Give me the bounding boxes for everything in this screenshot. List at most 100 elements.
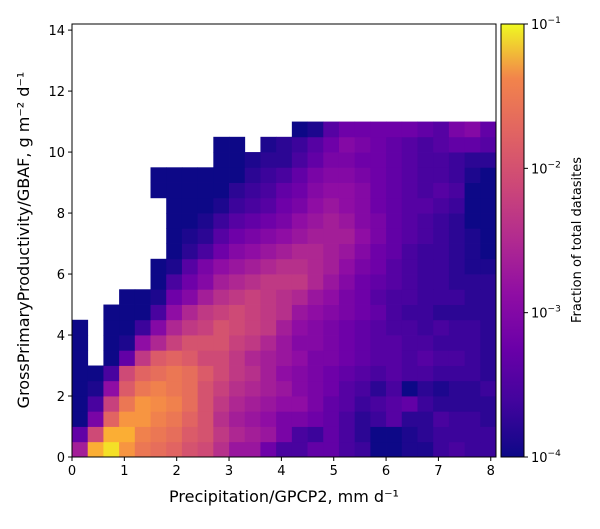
heatmap-cell	[338, 441, 356, 457]
heatmap-cell	[72, 411, 89, 427]
heatmap-cell	[354, 258, 371, 275]
heatmap-cell	[213, 213, 230, 229]
heatmap-cell	[213, 365, 230, 382]
heatmap-cell	[417, 258, 434, 275]
heatmap-cell	[417, 289, 434, 305]
heatmap-cell	[166, 304, 183, 321]
heatmap-cell	[433, 167, 450, 183]
heatmap-cell	[229, 274, 246, 290]
heatmap-cell	[338, 121, 356, 138]
heatmap-cell	[213, 274, 230, 290]
heatmap-cell	[244, 319, 261, 336]
heatmap-cell	[87, 426, 104, 443]
heatmap-cell	[323, 365, 340, 382]
heatmap-cell	[464, 350, 481, 366]
x-axis-ticks: 0 1 2 3 4 5 6 7 8	[68, 457, 495, 479]
heatmap-cell	[401, 228, 418, 244]
heatmap-cell	[166, 228, 183, 244]
heatmap-cell	[448, 197, 465, 214]
heatmap-cell	[276, 335, 293, 351]
heatmap-cell	[323, 350, 340, 366]
heatmap-cell	[229, 335, 246, 351]
heatmap-cell	[370, 365, 387, 382]
heatmap-cell	[307, 152, 324, 168]
heatmap-cell	[464, 365, 481, 382]
heatmap-cell	[464, 289, 481, 305]
heatmap-cell	[276, 380, 293, 397]
y-axis-ticks: 0 2 4 6 8 10 12 14	[48, 24, 72, 466]
heatmap-cell	[323, 197, 340, 214]
heatmap-cell	[229, 350, 246, 366]
heatmap-cell	[448, 411, 465, 427]
heatmap-cell	[401, 411, 418, 427]
heatmap-cell	[480, 121, 496, 138]
heatmap-cell	[323, 441, 340, 457]
heatmap-cell	[401, 380, 418, 397]
heatmap-cell	[166, 167, 183, 183]
heatmap-cell	[291, 365, 308, 382]
heatmap-cell	[323, 167, 340, 183]
x-tick-label: 8	[487, 464, 495, 479]
heatmap-cell	[134, 396, 151, 412]
heatmap-cell	[433, 136, 450, 153]
heatmap-cell	[119, 426, 136, 443]
heatmap-cell	[181, 335, 199, 351]
heatmap-cell	[197, 258, 214, 275]
heatmap-cell	[307, 182, 324, 199]
colorbar-tick-label: 10−2	[531, 160, 561, 177]
heatmap-cell	[401, 396, 418, 412]
heatmap-cell	[276, 365, 293, 382]
heatmap-cell	[150, 411, 167, 427]
colorbar-tick-label: 10−4	[531, 449, 561, 466]
heatmap-cell	[480, 274, 496, 290]
heatmap-cell	[103, 396, 120, 412]
heatmap-cell	[433, 243, 450, 260]
heatmap-cell	[197, 319, 214, 336]
heatmap-cell	[181, 350, 199, 366]
heatmap-cell	[150, 365, 167, 382]
heatmap-cell	[229, 304, 246, 321]
heatmap-cell	[260, 365, 277, 382]
heatmap-cell	[464, 335, 481, 351]
heatmap-cell	[134, 319, 151, 336]
heatmap-cell	[417, 411, 434, 427]
heatmap-cell	[386, 121, 403, 138]
heatmap-cell	[119, 289, 136, 305]
heatmap-cell	[150, 258, 167, 275]
heatmap-cell	[291, 335, 308, 351]
heatmap-cell	[181, 365, 199, 382]
heatmap-cell	[307, 136, 324, 153]
heatmap-cell	[119, 319, 136, 336]
heatmap-cell	[386, 396, 403, 412]
heatmap-cell	[213, 289, 230, 305]
heatmap-cell	[181, 319, 199, 336]
heatmap-cell	[464, 213, 481, 229]
heatmap-cell	[150, 441, 167, 457]
heatmap-cell	[370, 167, 387, 183]
heatmap-cell	[181, 304, 199, 321]
heatmap-cell	[260, 243, 277, 260]
heatmap-cell	[307, 197, 324, 214]
heatmap-cell	[260, 441, 277, 457]
heatmap-cell	[166, 380, 183, 397]
heatmap-cell	[119, 380, 136, 397]
heatmap-cell	[386, 304, 403, 321]
x-tick-label: 3	[225, 464, 233, 479]
heatmap-cell	[291, 380, 308, 397]
heatmap-cell	[370, 243, 387, 260]
heatmap-cell	[370, 426, 387, 443]
heatmap-cell	[370, 380, 387, 397]
heatmap-cell	[354, 411, 371, 427]
heatmap-cell	[370, 396, 387, 412]
heatmap-cell	[401, 441, 418, 457]
heatmap-cell	[181, 243, 199, 260]
heatmap-cell	[244, 396, 261, 412]
heatmap-cell	[166, 182, 183, 199]
heatmap-cell	[370, 319, 387, 336]
heatmap-cell	[134, 441, 151, 457]
heatmap-cell	[401, 289, 418, 305]
heatmap-cell	[260, 258, 277, 275]
heatmap-cell	[417, 121, 434, 138]
heatmap-cell	[354, 228, 371, 244]
